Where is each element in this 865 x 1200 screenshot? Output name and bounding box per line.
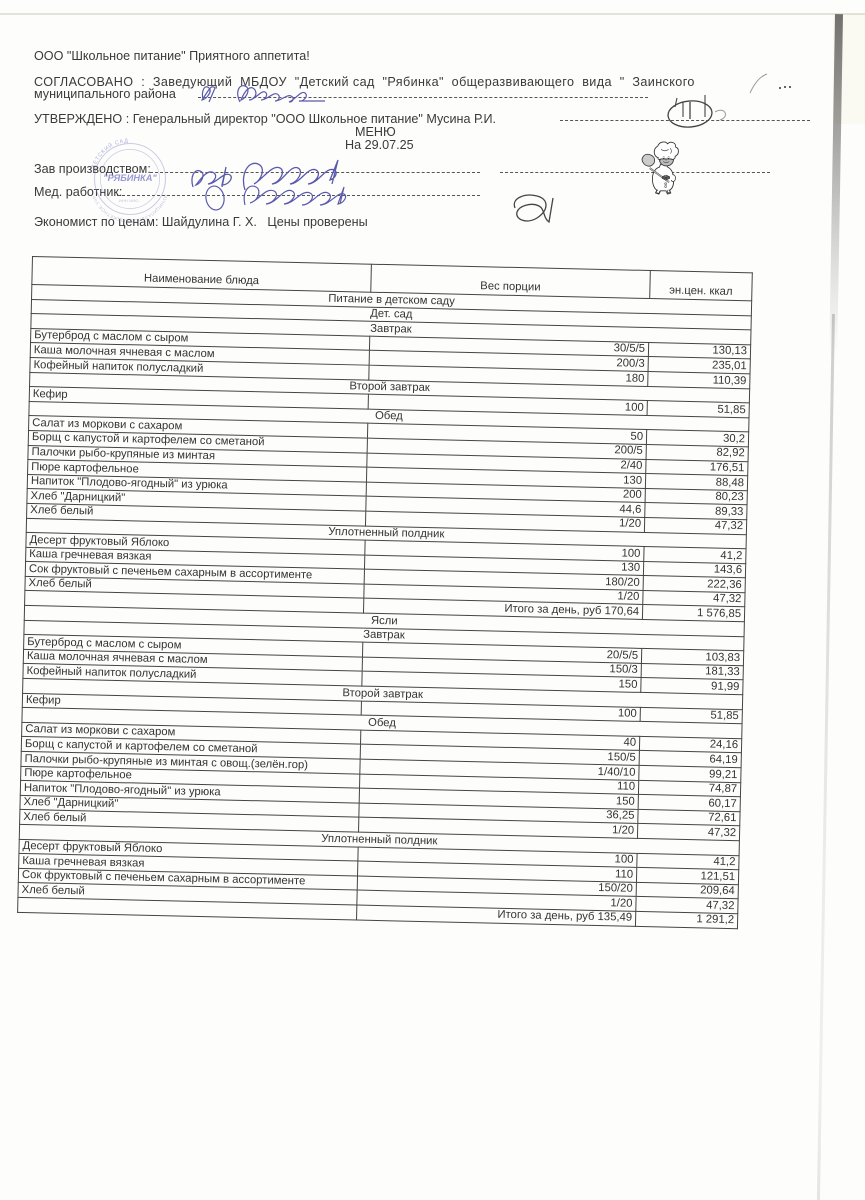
svg-text:ИНН 1690...: ИНН 1690... — [119, 198, 141, 203]
svg-text:ДЕТСКИЙ САД: ДЕТСКИЙ САД — [91, 138, 129, 169]
svg-text:"РЯБИНКА": "РЯБИНКА" — [103, 173, 157, 183]
